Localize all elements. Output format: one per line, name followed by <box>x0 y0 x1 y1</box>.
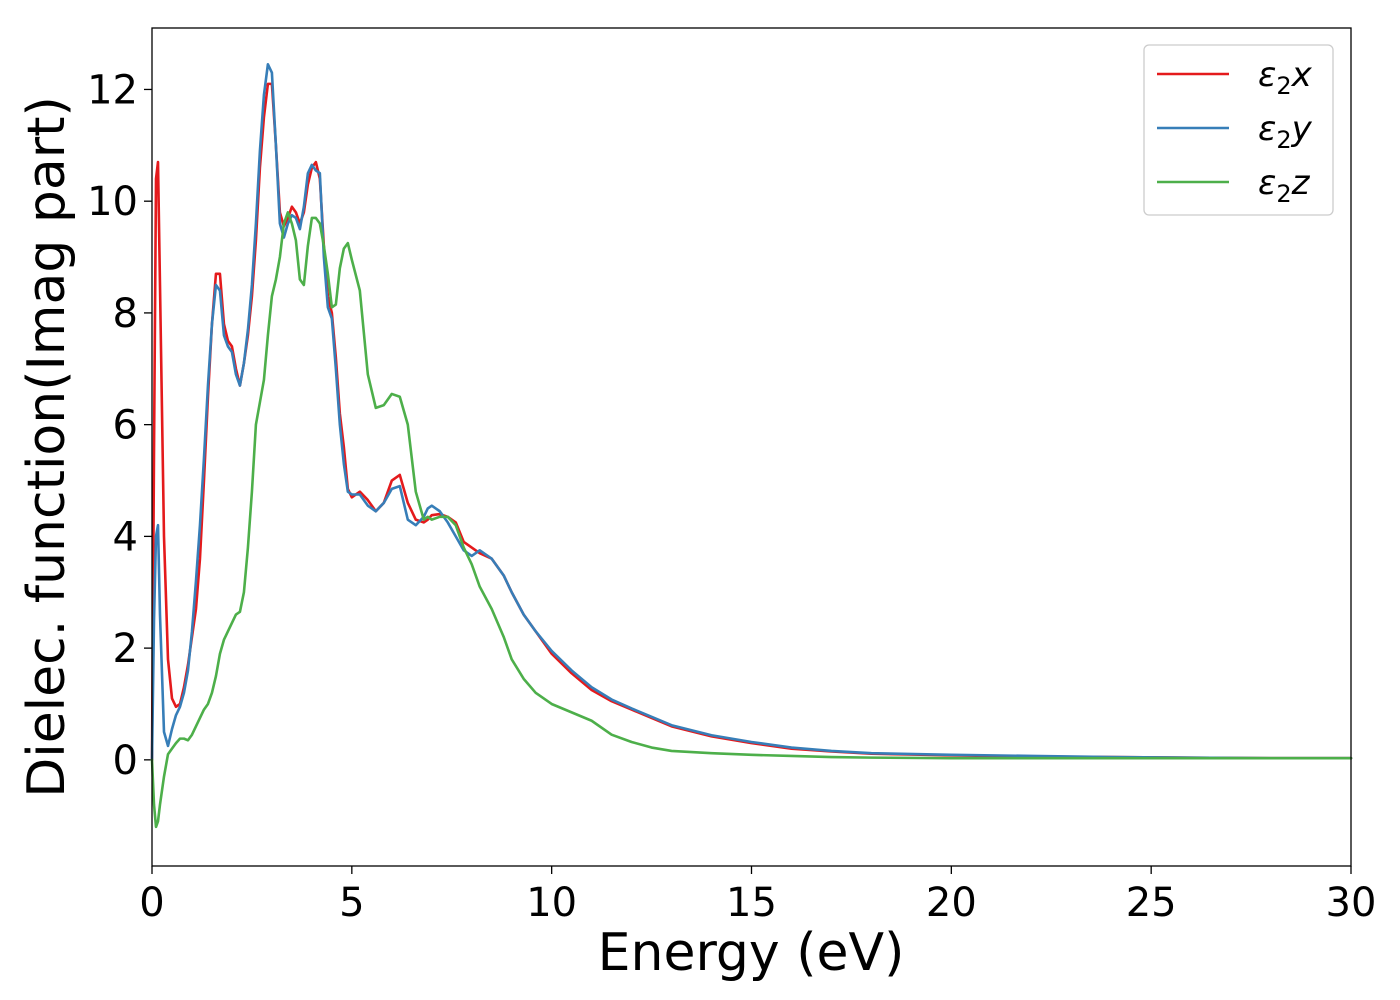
legend-label-x: ε2x <box>1258 55 1313 100</box>
y-axis-ticks: 0 2 4 6 8 10 12 <box>87 67 152 784</box>
y-tick-label: 2 <box>113 626 138 672</box>
y-tick-label: 0 <box>113 738 138 784</box>
x-axis-ticks: 0 5 10 15 20 25 30 <box>139 866 1376 926</box>
legend: ε2x ε2y ε2z <box>1143 44 1334 216</box>
legend-label-y: ε2y <box>1258 109 1313 154</box>
x-tick-label: 10 <box>526 880 577 926</box>
y-tick-label: 6 <box>113 403 138 449</box>
legend-label-z: ε2z <box>1258 163 1311 208</box>
x-tick-label: 20 <box>926 880 977 926</box>
series-line-z <box>150 211 1353 829</box>
x-axis-title: Energy (eV) <box>598 923 905 983</box>
x-tick-label: 5 <box>339 880 364 926</box>
series-line-y <box>150 63 1353 762</box>
x-tick-label: 25 <box>1126 880 1177 926</box>
plot-area-frame <box>151 27 1352 867</box>
y-tick-label: 8 <box>113 291 138 337</box>
y-tick-label: 4 <box>113 514 138 560</box>
x-tick-label: 0 <box>139 880 164 926</box>
series-lines <box>150 63 1353 829</box>
y-tick-label: 10 <box>87 179 138 225</box>
y-tick-label: 12 <box>87 67 138 113</box>
x-tick-label: 15 <box>726 880 777 926</box>
x-tick-label: 30 <box>1326 880 1377 926</box>
y-axis-title: Dielec. function(Imag part) <box>17 96 77 798</box>
legend-box <box>1143 44 1334 216</box>
